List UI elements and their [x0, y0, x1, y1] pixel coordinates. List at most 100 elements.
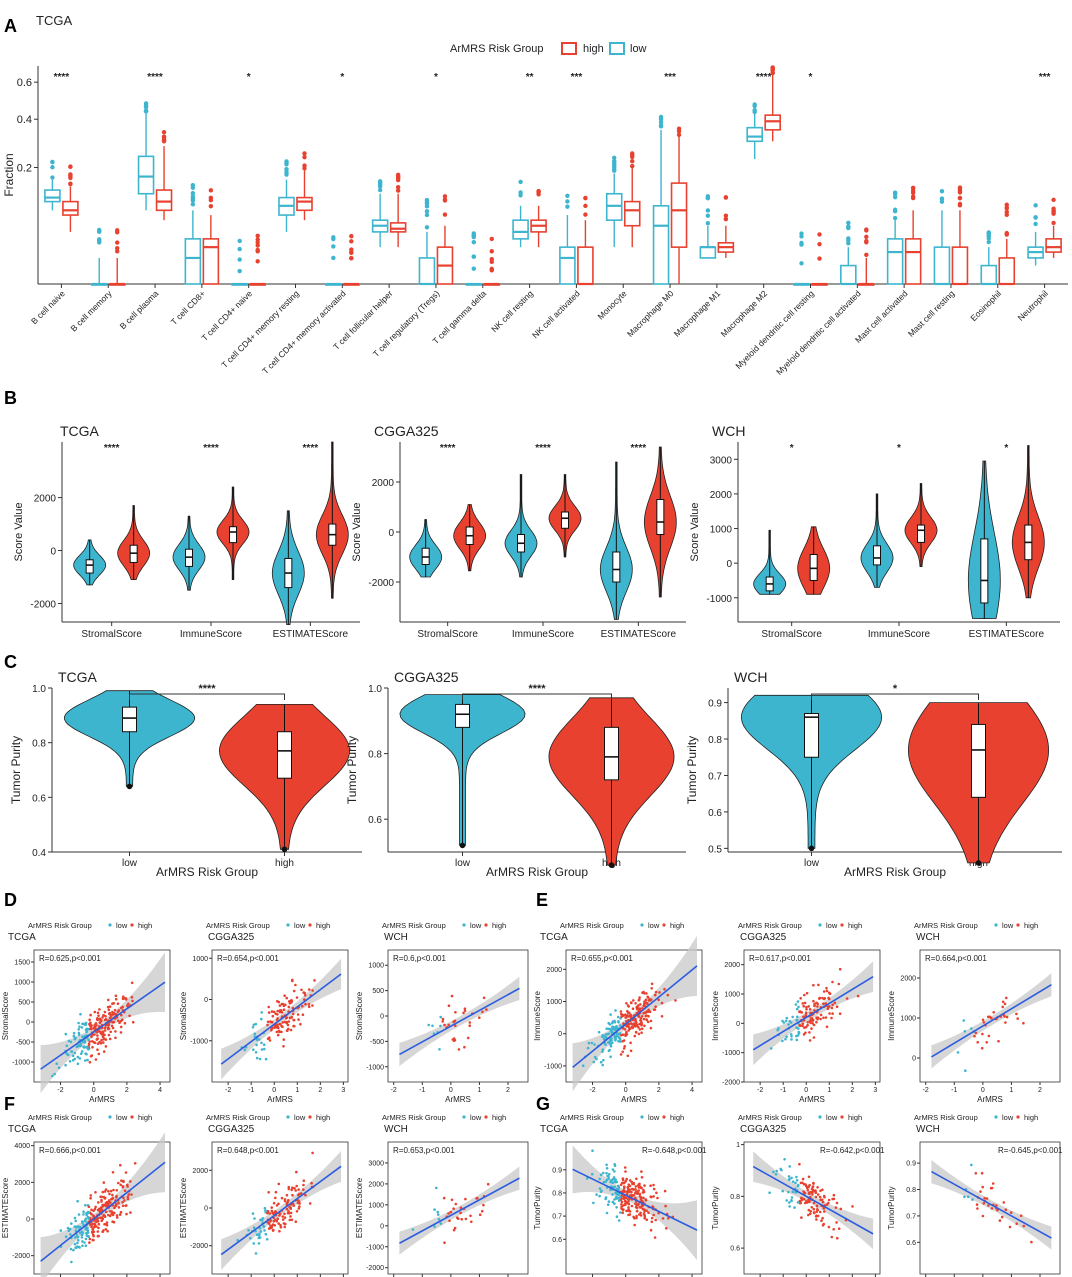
data-point [278, 1030, 281, 1034]
data-point [585, 1177, 589, 1180]
y-tick-label: -500 [16, 1040, 30, 1047]
data-point [81, 1231, 85, 1235]
scatter-title: WCH [384, 932, 408, 943]
data-point [666, 993, 670, 997]
data-point [827, 1198, 831, 1202]
outlier [50, 165, 55, 170]
data-point [299, 1192, 303, 1195]
scatter-legend-title: ArMRS Risk Group [738, 1113, 802, 1122]
outlier [723, 195, 729, 200]
data-point [832, 1193, 836, 1197]
scatter-legend-title: ArMRS Risk Group [382, 921, 446, 930]
data-point [622, 1022, 625, 1025]
data-point [656, 1196, 659, 1200]
outlier [846, 220, 851, 226]
data-point [452, 1228, 456, 1232]
data-point [290, 1188, 294, 1192]
outlier [630, 158, 635, 164]
data-point [121, 1185, 125, 1189]
data-point [633, 1216, 636, 1220]
data-point [64, 1063, 67, 1067]
scatter-title: CGGA325 [208, 932, 255, 943]
data-point [664, 1204, 667, 1208]
regression-line [399, 1177, 520, 1244]
data-point [645, 1209, 648, 1212]
data-point [468, 1024, 472, 1027]
data-point [260, 1219, 264, 1222]
data-point [614, 1036, 617, 1040]
data-point [106, 1005, 110, 1009]
y-tick-label: 0.6 [906, 1240, 916, 1247]
y-tick-label: 2000 [900, 976, 916, 983]
data-point [790, 1176, 793, 1180]
panel-c-xlabel: ArMRS Risk Group [486, 865, 588, 879]
regression-line [752, 975, 874, 1051]
violin-box [277, 731, 292, 779]
violin-box [804, 713, 819, 758]
box-low [980, 264, 998, 285]
violin-box [612, 551, 621, 583]
data-point [625, 1190, 629, 1193]
data-point [79, 1044, 82, 1048]
scatter-plot-2: ArMRS Risk GrouplowhighWCH-2-1012-2000-1… [355, 1113, 529, 1277]
data-point [795, 1175, 798, 1179]
data-point [101, 1190, 105, 1194]
regression-line [399, 987, 520, 1056]
data-point [283, 1020, 287, 1024]
scatter-plot-1: ArMRS Risk GrouplowhighCGGA325-2-101230.… [711, 1113, 885, 1277]
significance-label: * [247, 72, 251, 83]
x-tick-label: ImmuneScore [180, 629, 243, 640]
data-point [620, 1200, 624, 1204]
data-point [805, 1199, 808, 1203]
outlier [723, 216, 729, 222]
x-tick-label: Mast cell activated [853, 288, 910, 345]
outlier [302, 151, 307, 156]
scatter-legend-low: low [648, 1113, 660, 1122]
outlier [910, 186, 916, 191]
data-point [94, 1205, 97, 1209]
data-point [96, 1011, 100, 1015]
scatter-plot-0: ArMRS Risk Group low high TCGA -2 0 2 4 -1000 -50… [1, 921, 171, 1104]
data-point [637, 1007, 641, 1010]
data-point [283, 1212, 286, 1216]
data-point [69, 1040, 73, 1044]
data-point [831, 980, 834, 984]
x-tick-label: Macrophage M1 [672, 288, 723, 339]
data-point [795, 1018, 798, 1022]
data-point [635, 1005, 638, 1009]
data-point [99, 1216, 102, 1220]
data-point [814, 1195, 818, 1199]
data-point [83, 1039, 86, 1043]
data-point [788, 1165, 791, 1168]
y-tick-label: 0.9 [708, 699, 722, 710]
data-point [798, 1162, 801, 1166]
data-point [611, 1193, 614, 1196]
data-point [441, 1017, 445, 1021]
data-point [121, 1201, 124, 1204]
data-point [963, 1195, 966, 1199]
data-point [272, 1201, 276, 1205]
data-point [604, 1196, 608, 1199]
data-point [441, 1020, 445, 1023]
data-point [102, 1014, 105, 1017]
data-point [124, 998, 128, 1001]
scatter-plot-2: ArMRS Risk Group low high WCH -2 -1 0 1 2 -1000 -5… [355, 921, 529, 1104]
data-point [70, 1260, 73, 1264]
data-point [599, 1190, 603, 1193]
outlier [630, 163, 635, 169]
data-point [657, 998, 660, 1002]
data-point [290, 1016, 294, 1019]
data-point [835, 1005, 839, 1008]
data-point [800, 1197, 804, 1200]
data-point [812, 1036, 816, 1039]
data-point [617, 1020, 620, 1023]
data-point [788, 1201, 791, 1204]
data-point [644, 1001, 647, 1004]
scatter-legend-high: high [848, 1113, 862, 1122]
data-point [633, 1034, 637, 1038]
data-point [463, 1045, 466, 1049]
data-point [307, 1003, 311, 1006]
data-point [129, 1211, 132, 1214]
data-point [808, 1008, 812, 1011]
significance-label: * [893, 683, 898, 695]
